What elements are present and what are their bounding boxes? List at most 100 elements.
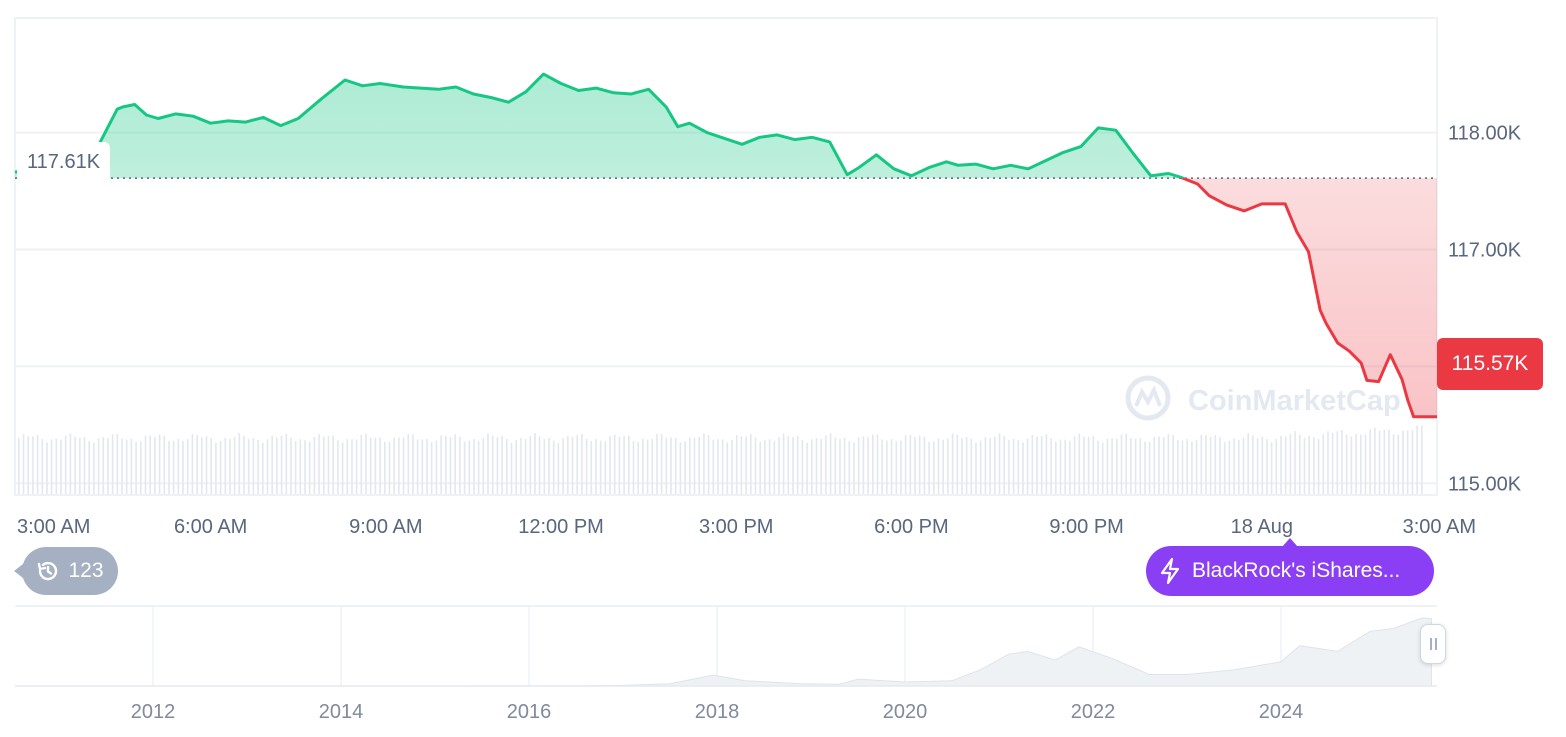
volume-bar <box>712 439 715 494</box>
volume-bar <box>1059 439 1062 494</box>
volume-bar <box>581 433 583 494</box>
volume-bar <box>637 441 639 494</box>
volume-bar <box>1191 441 1193 494</box>
volume-bar <box>848 441 851 494</box>
volume-bar <box>1130 438 1132 494</box>
volume-bar <box>262 442 264 494</box>
volume-bar <box>1162 437 1165 494</box>
volume-bar <box>599 440 602 494</box>
watermark: CoinMarketCap <box>1125 375 1401 421</box>
volume-bar <box>975 442 977 494</box>
volume-bar <box>806 442 808 494</box>
volume-bar <box>60 439 62 494</box>
volume-bar <box>1294 431 1296 494</box>
events-history-button[interactable]: 123 <box>14 547 118 595</box>
volume-bar <box>1134 438 1137 494</box>
current-price-badge: 115.57K <box>1437 338 1543 390</box>
volume-bar <box>994 436 996 494</box>
volume-bar <box>764 440 766 494</box>
volume-bar <box>768 439 771 494</box>
volume-bar <box>811 439 813 494</box>
volume-bar <box>782 433 785 494</box>
volume-bar <box>1336 431 1339 494</box>
volume-bar <box>590 440 593 494</box>
volume-bar <box>1214 435 1217 494</box>
volume-bar <box>857 437 860 494</box>
navigator[interactable]: 2012 2014 2016 2018 2020 2022 2024 <box>15 605 1437 723</box>
navigator-year-label: 2014 <box>319 701 364 723</box>
volume-bar <box>341 442 344 494</box>
volume-bar <box>918 435 921 494</box>
volume-bar <box>337 440 339 494</box>
volume-bar <box>1167 434 1170 494</box>
volume-bar <box>1181 440 1184 494</box>
volume-bar <box>1392 434 1395 494</box>
volume-bar <box>970 438 973 494</box>
volume-bar <box>548 437 550 494</box>
volume-bar <box>177 439 180 494</box>
volume-bar <box>1186 439 1188 494</box>
lightning-icon <box>1160 557 1180 585</box>
volume-bar <box>937 438 940 494</box>
volume-bar <box>520 437 522 494</box>
volume-bar <box>384 441 386 494</box>
volume-bar <box>886 440 888 494</box>
volume-bar <box>1355 433 1357 494</box>
volume-bar <box>116 433 119 494</box>
volume-bar <box>703 433 705 494</box>
volume-bar <box>388 442 391 494</box>
volume-bar <box>1299 434 1301 494</box>
navigator-range-handle[interactable] <box>1420 624 1446 664</box>
volume-bar <box>646 439 649 494</box>
volume-bar <box>1345 434 1348 494</box>
volume-bar <box>773 441 776 494</box>
volume-bar <box>834 437 837 494</box>
news-event-button[interactable]: BlackRock's iShares... <box>1146 538 1434 596</box>
volume-bar <box>754 437 757 494</box>
navigator-year-label: 2022 <box>1071 701 1116 723</box>
volume-bars <box>18 425 1423 494</box>
volume-bar <box>496 437 499 494</box>
volume-bar <box>1177 440 1179 494</box>
volume-bar <box>1256 438 1259 494</box>
volume-bar <box>22 434 25 494</box>
navigator-year-label: 2024 <box>1259 701 1304 723</box>
volume-bar <box>1144 441 1146 494</box>
volume-bar <box>506 438 508 494</box>
volume-bar <box>1219 437 1221 494</box>
volume-bar <box>609 436 611 494</box>
volume-bar <box>374 437 377 494</box>
volume-bar <box>604 441 607 494</box>
volume-bar <box>567 436 569 494</box>
volume-bar <box>1073 436 1076 494</box>
navigator-area <box>15 617 1432 687</box>
volume-bar <box>449 436 452 494</box>
volume-bar <box>750 434 752 494</box>
volume-bar <box>1069 440 1071 494</box>
volume-bar <box>745 436 747 494</box>
volume-bar <box>482 438 485 494</box>
volume-bar <box>102 437 105 494</box>
volume-bar <box>1209 437 1212 494</box>
volume-bar <box>1026 438 1029 494</box>
volume-bar <box>191 434 194 494</box>
volume-bar <box>740 436 743 494</box>
volume-bar <box>308 441 311 494</box>
volume-bar <box>1223 442 1226 494</box>
volume-bar <box>346 439 349 494</box>
volume-bar <box>1008 440 1010 494</box>
volume-bar <box>1101 442 1104 494</box>
volume-bar <box>1374 427 1376 494</box>
volume-bar <box>613 434 616 494</box>
volume-bar <box>402 437 405 494</box>
volume-bar <box>1036 436 1038 494</box>
volume-bar <box>229 439 231 494</box>
volume-bar <box>904 435 907 494</box>
volume-bar <box>107 438 109 494</box>
volume-bar <box>1369 429 1371 494</box>
y-tick-label: 115.00K <box>1448 473 1522 495</box>
volume-bar <box>1040 436 1043 494</box>
watermark-logo-icon <box>1125 375 1171 421</box>
volume-bar <box>843 437 846 494</box>
